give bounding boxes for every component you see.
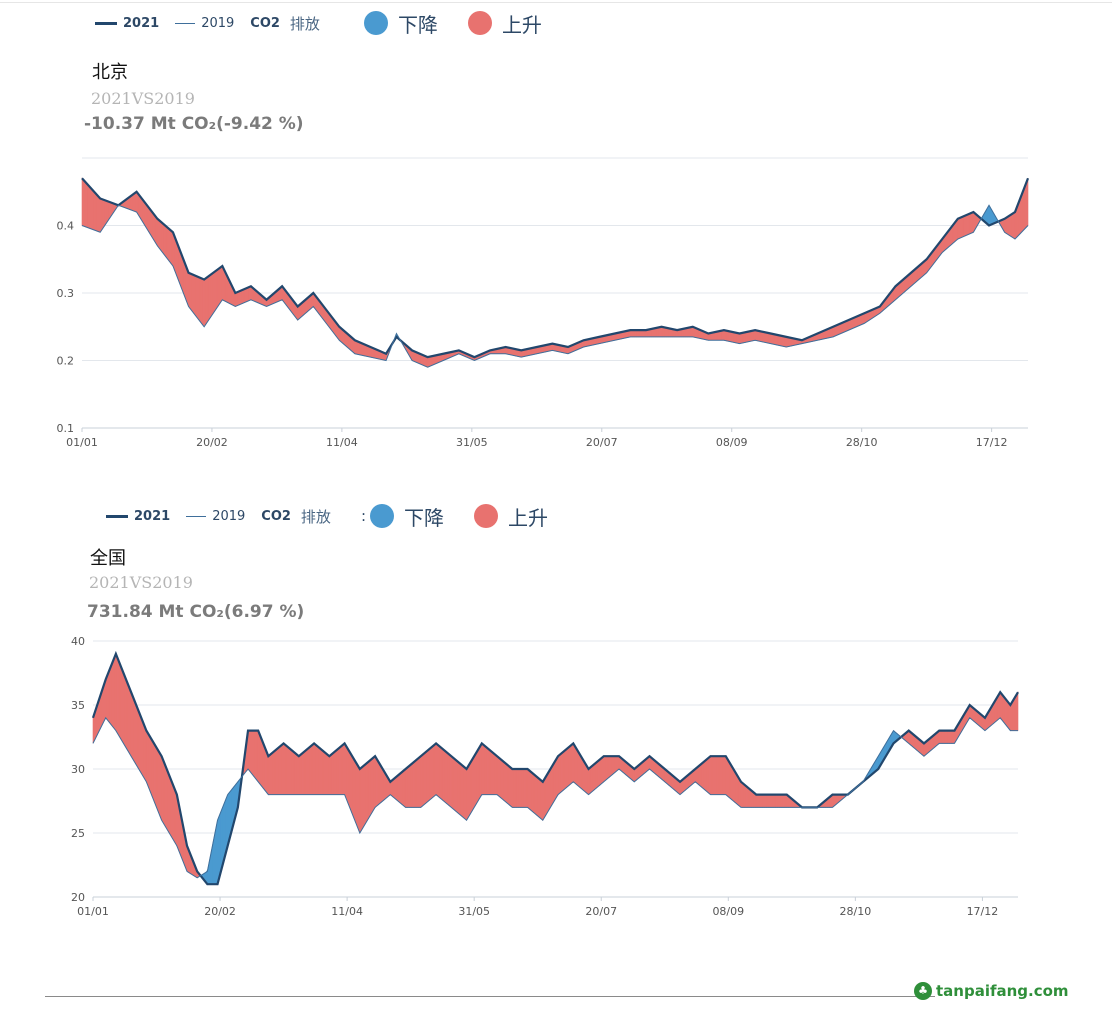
legend-up-label[interactable]: 上升 (501, 12, 542, 37)
legend-2021-swatch (106, 514, 128, 518)
emission-delta: -10.37 Mt CO₂(-9.42 %) (84, 114, 304, 134)
national-panel: 2021 2019 CO2 排放 : 下降 上升 全国 2021VS2019 7… (0, 495, 1112, 935)
x-tick-label: 20/02 (196, 436, 228, 449)
region-title: 北京 (92, 62, 128, 83)
legend-2021-label: 2021 (123, 15, 160, 31)
legend-2019-label: 2019 (201, 15, 235, 31)
y-tick-label: 0.2 (57, 355, 75, 368)
x-tick-label: 20/07 (585, 905, 617, 918)
y-tick-label: 0.1 (57, 422, 75, 435)
leaf-icon: ♣ (914, 982, 932, 1000)
legend-2021-swatch (95, 21, 117, 25)
national-area-chart: 20 25 30 35 40 01/01 20/02 11/04 31/05 20/07 08/09… (71, 635, 1019, 918)
y-tick-label: 40 (71, 635, 85, 648)
down-dot-icon (370, 504, 394, 528)
legend-emission-label: 排放 (300, 507, 331, 526)
up-dot-icon (474, 504, 498, 528)
x-tick-label: 28/10 (840, 905, 872, 918)
x-tick-label: 20/07 (586, 436, 618, 449)
increase-band (1015, 691, 1019, 731)
legend-colon: : (360, 507, 366, 525)
x-tick-label: 17/12 (976, 436, 1008, 449)
legend-emission-label: 排放 (289, 14, 320, 33)
x-tick-label: 08/09 (716, 436, 748, 449)
beijing-panel: 2021 2019 CO2 排放 下降 上升 北京 2021VS2019 -10… (0, 0, 1112, 470)
legend-down-label[interactable]: 下降 (397, 12, 438, 37)
legend-2019-swatch (186, 515, 207, 517)
series-line-2021 (81, 177, 1030, 359)
legend-2021-label: 2021 (134, 508, 171, 524)
y-tick-label: 0.4 (57, 220, 75, 233)
x-tick-label: 11/04 (331, 905, 363, 918)
x-tick-label: 31/05 (456, 436, 488, 449)
x-tick-label: 28/10 (846, 436, 878, 449)
x-tick-label: 01/01 (77, 905, 109, 918)
difference-fill (81, 177, 1029, 368)
region-title: 全国 (90, 548, 126, 569)
site-logo-text: tanpaifang.com (936, 982, 1069, 1000)
site-logo[interactable]: ♣ tanpaifang.com (914, 982, 1069, 1000)
x-tick-label: 11/04 (326, 436, 358, 449)
top-divider (0, 2, 1112, 3)
legend-2019[interactable]: 2019 (175, 16, 234, 31)
national-legend: 2021 2019 CO2 排放 : 下降 上升 (106, 501, 578, 531)
y-tick-label: 0.3 (57, 287, 75, 300)
comparison-subtitle: 2021VS2019 (91, 89, 195, 108)
legend-2021[interactable]: 2021 (106, 509, 170, 524)
series-line-2021 (91, 650, 1019, 886)
y-tick-label: 20 (71, 891, 85, 904)
legend-2019-swatch (175, 22, 196, 24)
legend-2021[interactable]: 2021 (95, 16, 159, 31)
y-tick-label: 25 (71, 827, 85, 840)
x-tick-label: 31/05 (458, 905, 490, 918)
x-tick-label: 01/01 (66, 436, 98, 449)
legend-co2-label: CO2 (261, 508, 291, 524)
series-line-2019 (92, 716, 1018, 879)
series-line-2019 (81, 204, 1029, 368)
legend-down-label[interactable]: 下降 (404, 505, 444, 530)
x-tick-label: 08/09 (712, 905, 744, 918)
beijing-legend: 2021 2019 CO2 排放 下降 上升 (95, 8, 572, 38)
increase-band (1025, 178, 1029, 229)
x-tick-label: 20/02 (204, 905, 236, 918)
up-dot-icon (467, 11, 492, 35)
legend-2019-label: 2019 (212, 508, 246, 524)
beijing-area-chart: 0.1 0.2 0.3 0.4 01/01 20/02 11/04 31/05 20/07 08/… (57, 157, 1030, 449)
footer-divider (45, 996, 935, 997)
x-tick-label: 17/12 (967, 905, 999, 918)
y-tick-label: 35 (71, 699, 85, 712)
y-tick-label: 30 (71, 763, 85, 776)
legend-2019[interactable]: 2019 (186, 509, 245, 524)
comparison-subtitle: 2021VS2019 (89, 573, 193, 592)
legend-up-label[interactable]: 上升 (508, 505, 548, 530)
legend-co2-label: CO2 (250, 15, 280, 31)
down-dot-icon (363, 11, 388, 35)
difference-fill (92, 654, 1019, 885)
emission-delta: 731.84 Mt CO₂(6.97 %) (87, 602, 305, 622)
